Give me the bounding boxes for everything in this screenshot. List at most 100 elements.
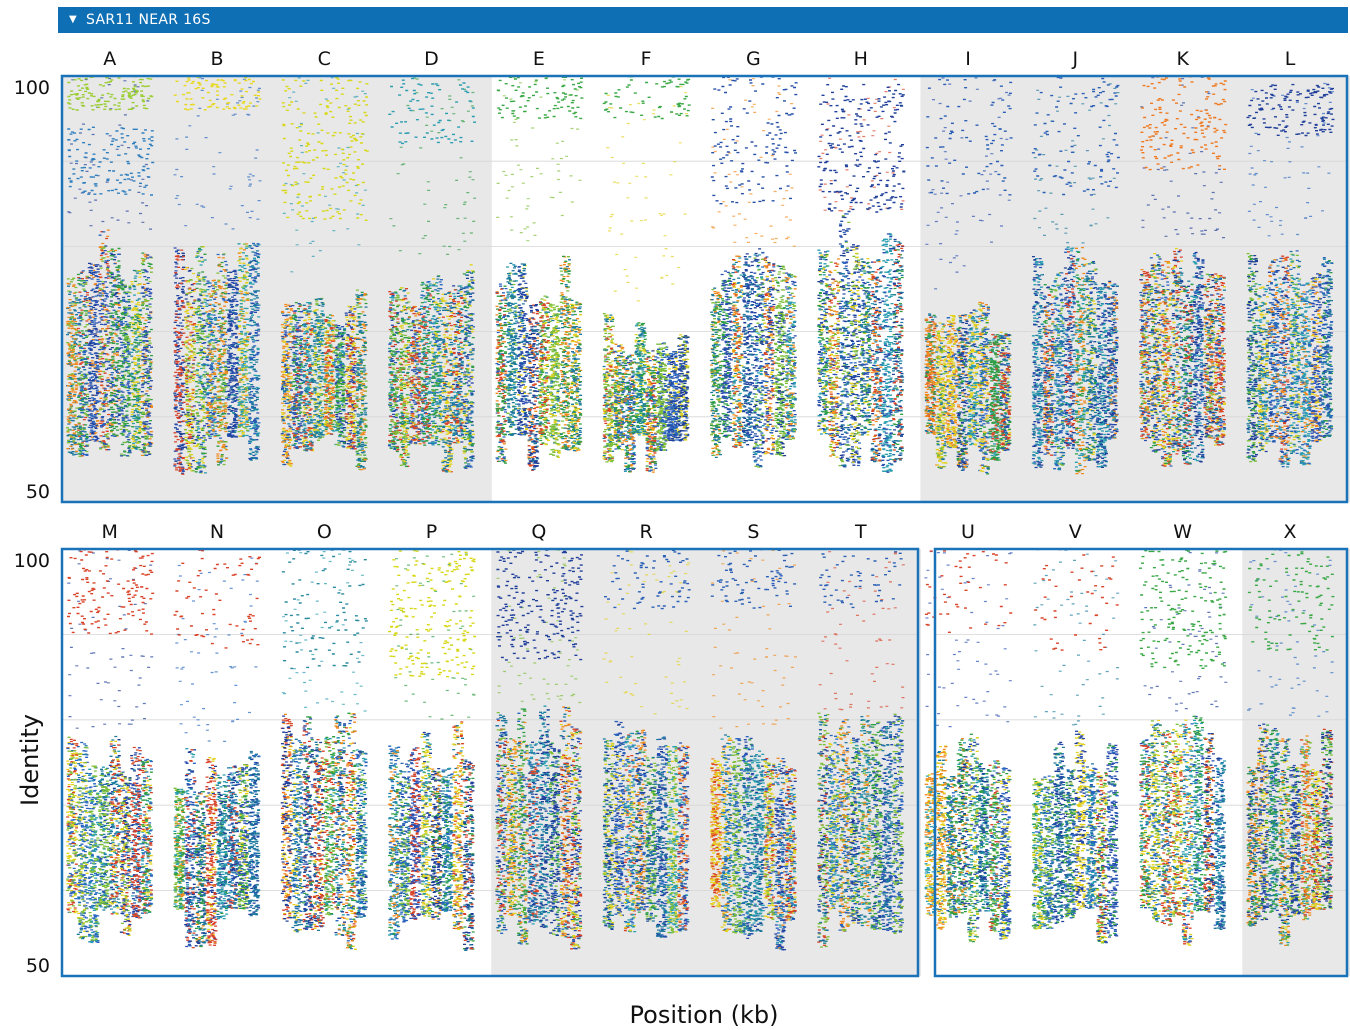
point-cluster xyxy=(398,762,411,922)
point-cluster xyxy=(1267,259,1280,439)
point-cluster xyxy=(334,718,346,935)
point-cluster xyxy=(569,303,583,451)
point-cluster xyxy=(945,775,959,916)
sample-label-E: E xyxy=(533,48,545,70)
point-cluster xyxy=(66,284,79,452)
point-cluster xyxy=(280,318,293,467)
point-cluster xyxy=(817,253,830,434)
point-cluster xyxy=(1181,723,1194,941)
point-cluster xyxy=(1053,746,1066,916)
point-cluster xyxy=(1149,254,1163,451)
point-cluster xyxy=(763,762,776,920)
point-cluster xyxy=(935,330,948,468)
point-cluster xyxy=(516,266,529,436)
point-cluster xyxy=(1139,268,1152,440)
point-cluster xyxy=(323,315,336,435)
point-cluster xyxy=(559,255,572,449)
point-cluster xyxy=(248,250,261,461)
point-cluster xyxy=(130,270,143,450)
point-cluster xyxy=(76,270,89,457)
point-cluster xyxy=(496,76,584,120)
point-cluster xyxy=(237,243,250,437)
point-cluster xyxy=(1074,251,1087,472)
point-cluster xyxy=(731,257,744,447)
point-cluster xyxy=(774,265,787,457)
point-cluster xyxy=(1074,733,1087,907)
point-cluster xyxy=(645,351,658,469)
point-cluster xyxy=(988,763,1001,925)
point-cluster xyxy=(173,77,262,230)
point-cluster xyxy=(119,279,132,457)
point-cluster xyxy=(838,216,851,468)
point-cluster xyxy=(784,276,797,438)
point-cluster xyxy=(1063,769,1077,918)
point-cluster xyxy=(516,712,529,945)
point-cluster xyxy=(1203,738,1216,910)
point-cluster xyxy=(67,549,155,635)
point-cluster xyxy=(130,270,143,451)
point-cluster xyxy=(109,743,121,915)
point-cluster xyxy=(291,743,304,932)
point-cluster xyxy=(1095,283,1108,469)
point-cluster xyxy=(741,258,755,444)
point-cluster xyxy=(827,258,841,457)
point-cluster xyxy=(130,749,143,919)
sample-label-R: R xyxy=(639,521,652,543)
point-cluster xyxy=(1032,779,1045,930)
point-cluster xyxy=(956,749,969,908)
point-cluster xyxy=(1203,732,1216,910)
point-cluster xyxy=(334,721,347,936)
point-cluster xyxy=(216,777,229,918)
point-cluster xyxy=(1042,778,1055,928)
point-cluster xyxy=(109,247,121,436)
point-cluster xyxy=(87,262,100,437)
point-cluster xyxy=(978,309,990,469)
sample-points-O xyxy=(280,549,368,950)
point-cluster xyxy=(387,750,401,934)
point-cluster xyxy=(655,343,669,451)
point-cluster xyxy=(1299,284,1312,464)
point-cluster xyxy=(773,763,786,950)
sample-label-N: N xyxy=(210,521,224,543)
point-cluster xyxy=(1257,723,1270,917)
triangle-down-icon[interactable]: ▼ xyxy=(69,14,77,25)
point-cluster xyxy=(602,313,615,463)
point-cluster xyxy=(291,740,304,931)
point-cluster xyxy=(1246,254,1259,461)
point-cluster xyxy=(495,283,508,462)
point-cluster xyxy=(452,289,465,444)
point-cluster xyxy=(623,732,637,928)
point-cluster xyxy=(1257,284,1270,452)
section-header[interactable]: ▼ SAR11 NEAR 16S xyxy=(58,7,1348,33)
point-cluster xyxy=(1267,261,1280,443)
point-cluster xyxy=(1149,258,1162,452)
point-cluster xyxy=(398,760,411,918)
point-cluster xyxy=(1074,734,1087,909)
point-cluster xyxy=(838,720,851,931)
point-cluster xyxy=(141,257,153,453)
sample-points-K xyxy=(1139,76,1228,467)
point-cluster xyxy=(538,714,551,928)
point-cluster xyxy=(677,336,690,439)
point-cluster xyxy=(1299,282,1313,465)
point-cluster xyxy=(817,253,830,429)
point-cluster xyxy=(108,740,121,915)
point-cluster xyxy=(140,253,154,457)
point-cluster xyxy=(881,233,893,473)
point-cluster xyxy=(773,761,786,951)
point-cluster xyxy=(602,75,691,120)
point-cluster xyxy=(527,744,540,921)
point-cluster xyxy=(1278,277,1291,468)
sample-label-L: L xyxy=(1285,48,1296,70)
point-cluster xyxy=(173,249,186,472)
point-cluster xyxy=(924,550,1013,633)
point-cluster xyxy=(527,305,540,468)
point-cluster xyxy=(870,261,883,461)
point-cluster xyxy=(871,259,883,463)
point-cluster xyxy=(441,292,453,473)
point-cluster xyxy=(1063,770,1077,916)
point-cluster xyxy=(119,774,132,935)
point-cluster xyxy=(602,548,691,715)
point-cluster xyxy=(194,791,207,948)
point-cluster xyxy=(173,788,186,909)
